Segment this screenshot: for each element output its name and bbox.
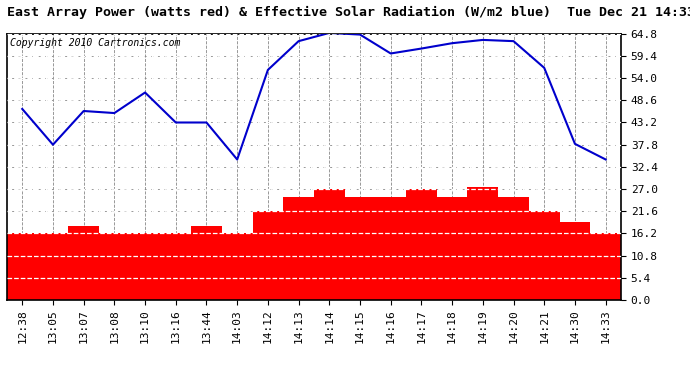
Bar	[560, 222, 591, 300]
Bar	[498, 197, 529, 300]
Bar	[406, 189, 437, 300]
Bar	[191, 226, 222, 300]
Bar	[591, 233, 621, 300]
Bar	[160, 233, 191, 300]
Text: Copyright 2010 Cartronics.com: Copyright 2010 Cartronics.com	[10, 38, 180, 48]
Bar	[345, 197, 375, 300]
Bar	[38, 233, 68, 300]
Bar	[7, 233, 38, 300]
Bar	[284, 197, 314, 300]
Bar	[314, 189, 344, 300]
Bar	[437, 197, 468, 300]
Bar	[529, 211, 560, 300]
Bar	[99, 233, 130, 300]
Bar	[468, 187, 498, 300]
Bar	[130, 233, 160, 300]
Text: East Array Power (watts red) & Effective Solar Radiation (W/m2 blue)  Tue Dec 21: East Array Power (watts red) & Effective…	[7, 6, 690, 19]
Bar	[222, 233, 253, 300]
Bar	[375, 197, 406, 300]
Bar	[253, 211, 284, 300]
Bar	[68, 226, 99, 300]
